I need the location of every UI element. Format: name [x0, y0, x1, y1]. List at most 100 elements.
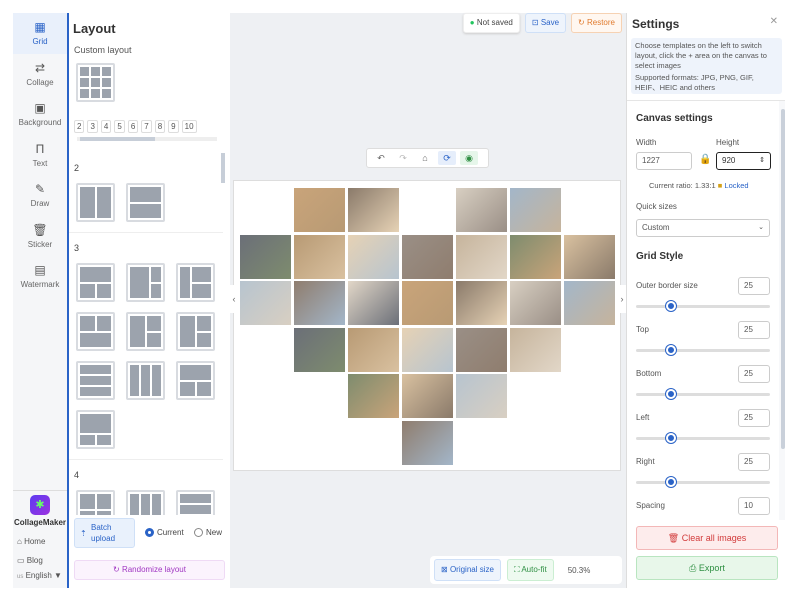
collage-photo[interactable] [348, 374, 399, 418]
slider-handle[interactable] [666, 433, 676, 443]
slider-handle[interactable] [666, 477, 676, 487]
nav-collage[interactable]: ⇄ Collage [13, 54, 67, 95]
count-tab[interactable]: 10 [181, 120, 197, 133]
layout-thumb[interactable] [126, 263, 165, 302]
nav-text[interactable]: Π Text [13, 135, 67, 176]
layout-thumb[interactable] [176, 490, 215, 515]
save-button[interactable]: ⊡ Save [524, 13, 567, 33]
count-tab[interactable]: 3 [87, 120, 98, 133]
slider-handle[interactable] [666, 301, 676, 311]
slider-track[interactable] [636, 345, 770, 355]
slider-track[interactable] [636, 301, 770, 311]
redo-icon[interactable]: ↷ [399, 153, 407, 163]
custom-layout-thumb[interactable] [76, 63, 115, 102]
collage-photo[interactable] [456, 327, 507, 372]
layout-thumb[interactable] [176, 312, 215, 351]
preview-icon[interactable]: ◉ [460, 151, 478, 165]
collage-photo[interactable] [402, 327, 453, 372]
layout-thumb[interactable] [76, 490, 115, 515]
collage-photo[interactable] [294, 188, 345, 232]
nav-watermark[interactable]: ▤ Watermark [13, 256, 67, 297]
nav-sticker[interactable]: 🗑 Sticker [13, 216, 67, 257]
collage-photo[interactable] [402, 420, 453, 465]
auto-fit-button[interactable]: ⛶ Auto-fit [506, 559, 554, 581]
layout-thumb[interactable] [76, 183, 115, 222]
count-tab[interactable]: 9 [168, 120, 179, 133]
slider-handle[interactable] [666, 345, 676, 355]
slider-track[interactable] [636, 433, 770, 443]
slider-handle[interactable] [666, 389, 676, 399]
count-tab[interactable]: 6 [127, 120, 139, 133]
original-size-button[interactable]: ⊠ Original size [434, 559, 501, 581]
export-button[interactable]: ⎙ Export [636, 556, 778, 580]
locked-label[interactable]: Locked [724, 181, 749, 190]
collage-photo[interactable] [348, 234, 399, 279]
collage-photo[interactable] [294, 327, 345, 372]
layout-thumb[interactable] [76, 312, 115, 351]
collage-photo[interactable] [348, 281, 399, 325]
collapse-left-icon[interactable]: ‹ [230, 285, 238, 313]
clear-canvas-icon[interactable]: ⌂ [422, 153, 428, 163]
lock-icon[interactable]: 🔒 [699, 154, 712, 165]
blog-link[interactable]: ▭ Blog [17, 556, 43, 565]
height-input[interactable]: 920 ⇕ [716, 152, 771, 170]
collage-photo[interactable] [294, 234, 345, 279]
randomize-layout-button[interactable]: ↻ Randomize layout [74, 560, 225, 580]
slider-value-input[interactable]: 25 [738, 409, 770, 427]
layout-thumb[interactable] [126, 312, 165, 351]
collage-photo[interactable] [456, 234, 507, 279]
layout-thumb[interactable] [76, 263, 115, 302]
horizontal-scrollbar[interactable] [77, 137, 217, 141]
layout-thumb[interactable] [76, 361, 115, 400]
layout-thumb[interactable] [76, 410, 115, 449]
collage-photo[interactable] [348, 327, 399, 372]
layout-thumb[interactable] [126, 490, 165, 515]
layout-thumb[interactable] [176, 361, 215, 400]
settings-scrollbar[interactable] [781, 109, 785, 449]
collage-photo[interactable] [510, 281, 561, 325]
slider-value-input[interactable]: 25 [738, 321, 770, 339]
collage-photo[interactable] [510, 234, 561, 279]
collage-photo[interactable] [456, 374, 507, 418]
radio-current[interactable]: Current [145, 528, 184, 537]
collage-photo[interactable] [240, 234, 291, 279]
slider-track[interactable] [636, 477, 770, 487]
collage-photo[interactable] [456, 188, 507, 232]
collage-photo[interactable] [510, 188, 561, 232]
collage-photo[interactable] [564, 234, 615, 279]
layout-thumb[interactable] [126, 183, 165, 222]
language-select[interactable]: us English ▼ [13, 571, 67, 580]
collage-photo[interactable] [348, 188, 399, 232]
collapse-right-icon[interactable]: › [618, 285, 626, 313]
count-tab[interactable]: 7 [141, 120, 152, 133]
layout-thumb[interactable] [126, 361, 165, 400]
collage-photo[interactable] [294, 281, 345, 325]
count-tab[interactable]: 4 [100, 120, 112, 133]
home-link[interactable]: ⌂ Home [17, 537, 46, 546]
clear-all-images-button[interactable]: 🗑 Clear all images [636, 526, 778, 550]
restore-button[interactable]: ↻ Restore [571, 13, 622, 33]
collage-canvas[interactable] [233, 180, 621, 471]
nav-draw[interactable]: ✎ Draw [13, 175, 67, 216]
collage-photo[interactable] [456, 281, 507, 325]
count-tab[interactable]: 2 [74, 120, 85, 133]
collage-photo[interactable] [402, 234, 453, 279]
slider-value-input[interactable]: 25 [738, 365, 770, 383]
slider-track[interactable] [636, 389, 770, 399]
radio-new[interactable]: New [194, 528, 222, 537]
slider-value-input[interactable]: 25 [738, 453, 770, 471]
collage-photo[interactable] [564, 281, 615, 325]
slider-value-input[interactable]: 25 [738, 277, 770, 295]
stepper-icon[interactable]: ⇕ [759, 157, 765, 164]
width-input[interactable]: 1227 [636, 152, 692, 170]
nav-background[interactable]: ▣ Background [13, 94, 67, 135]
nav-grid[interactable]: ▦ Grid [13, 13, 67, 54]
vertical-scrollbar[interactable] [221, 153, 225, 183]
collage-photo[interactable] [402, 374, 453, 418]
close-icon[interactable]: ✕ [769, 16, 778, 27]
undo-icon[interactable]: ↶ [377, 153, 385, 163]
collage-photo[interactable] [510, 327, 561, 372]
collage-photo[interactable] [402, 281, 453, 325]
count-tab[interactable]: 5 [114, 120, 125, 133]
spacing-input[interactable]: 10 [738, 497, 770, 515]
